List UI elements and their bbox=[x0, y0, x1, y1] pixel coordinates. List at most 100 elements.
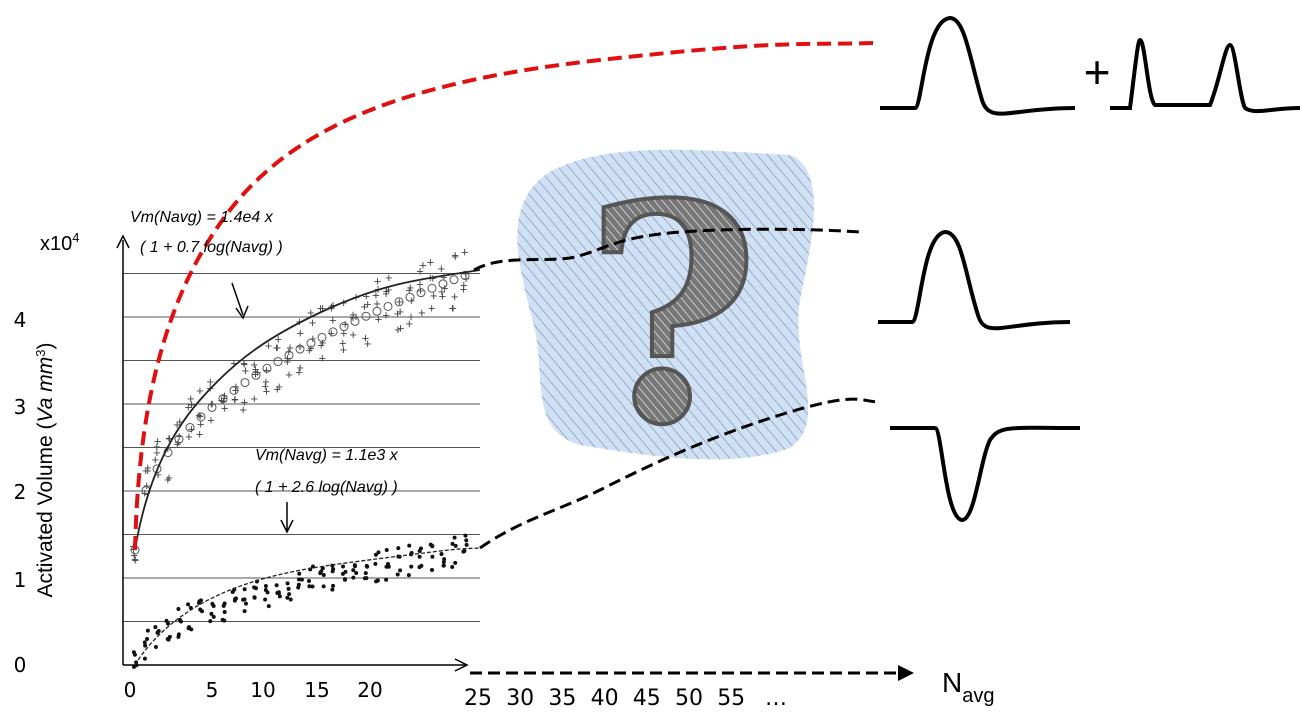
scatter-plus: + bbox=[166, 431, 174, 446]
scatter-dot bbox=[417, 554, 422, 559]
scatter-dot bbox=[221, 603, 226, 608]
scatter-dot bbox=[274, 583, 279, 588]
scatter-dot bbox=[142, 640, 147, 645]
scatter-dot bbox=[153, 625, 158, 630]
scatter-plus: + bbox=[296, 339, 304, 354]
scatter-plus: + bbox=[306, 342, 314, 357]
scatter-plus: + bbox=[153, 439, 161, 454]
scatter-plus: + bbox=[154, 467, 162, 482]
scatter-plus: + bbox=[165, 430, 173, 445]
x-tick-label: 10 bbox=[250, 678, 275, 702]
scatter-dot bbox=[252, 585, 257, 590]
scatter-plus: + bbox=[349, 327, 357, 342]
scatter-plus: + bbox=[385, 270, 393, 285]
scatter-dot bbox=[145, 637, 150, 642]
scatter-plus: + bbox=[296, 326, 304, 341]
scatter-dot bbox=[307, 579, 312, 584]
x-label: Navg bbox=[942, 667, 994, 707]
scatter-plus: + bbox=[284, 354, 292, 369]
scatter-dot bbox=[277, 594, 282, 599]
scatter-mean bbox=[174, 434, 184, 444]
scatter-plus: + bbox=[439, 289, 447, 304]
scatter-dot bbox=[453, 560, 458, 565]
scatter-mean bbox=[317, 332, 327, 342]
scatter-plus: + bbox=[240, 357, 248, 372]
scatter-plus: + bbox=[394, 306, 402, 321]
scatter-plus: + bbox=[406, 280, 414, 295]
scatter-plus: + bbox=[242, 363, 250, 378]
scatter-dot bbox=[365, 564, 370, 569]
x-label-sub: avg bbox=[962, 685, 994, 707]
scatter-plus: + bbox=[341, 316, 349, 331]
scatter-dot bbox=[186, 626, 191, 631]
scatter-mean bbox=[405, 292, 415, 302]
scatter-mean bbox=[251, 370, 261, 380]
y-axis-label: Activated Volume (Va mm3) bbox=[33, 342, 57, 597]
scatter-dot bbox=[242, 597, 247, 602]
scatter-plus: + bbox=[407, 293, 415, 308]
scatter-plus: + bbox=[405, 282, 413, 297]
scatter-plus: + bbox=[142, 463, 150, 478]
scatter-dot bbox=[396, 546, 401, 551]
scatter-plus: + bbox=[361, 299, 369, 314]
scatter-dot bbox=[363, 571, 368, 576]
scatter-plus: + bbox=[449, 300, 457, 315]
scatter-plus: + bbox=[438, 284, 446, 299]
scatter-dot bbox=[307, 584, 312, 589]
scatter-plus: + bbox=[307, 305, 315, 320]
scatter-dot bbox=[178, 619, 183, 624]
scatter-plus: + bbox=[241, 394, 249, 409]
scatter-dot bbox=[164, 618, 169, 623]
scatter-plus: + bbox=[296, 360, 304, 375]
scatter-dot bbox=[200, 609, 205, 614]
scatter-plus: + bbox=[221, 400, 229, 415]
scatter-plus: + bbox=[131, 551, 139, 566]
scatter-dot bbox=[211, 614, 216, 619]
scatter-plus: + bbox=[285, 367, 293, 382]
scatter-dot bbox=[132, 652, 137, 657]
scatter-dot bbox=[208, 619, 213, 624]
x-tick-label: 40 bbox=[591, 686, 619, 711]
scatter-plus: + bbox=[207, 374, 215, 389]
scatter-dot bbox=[211, 604, 216, 609]
scatter-plus: + bbox=[451, 249, 459, 264]
scatter-plus: + bbox=[208, 397, 216, 412]
scatter-plus: + bbox=[419, 257, 427, 272]
scatter-dot bbox=[352, 564, 357, 569]
scatter-dot bbox=[319, 569, 324, 574]
scatter-plus: + bbox=[197, 416, 205, 431]
scatter-plus: + bbox=[394, 322, 402, 337]
scatter-plus: + bbox=[207, 412, 215, 427]
scatter-dot bbox=[176, 632, 181, 637]
scatter-plus: + bbox=[188, 422, 196, 437]
scatter-dot bbox=[222, 609, 227, 614]
scatter-plus: + bbox=[218, 392, 226, 407]
scatter-dot bbox=[321, 572, 326, 577]
scatter-plus: + bbox=[239, 402, 247, 417]
scatter-plus: + bbox=[397, 321, 405, 336]
scatter-plus: + bbox=[340, 325, 348, 340]
scatter-mean bbox=[339, 322, 349, 332]
scatter-plus: + bbox=[221, 388, 229, 403]
scatter-plus: + bbox=[187, 391, 195, 406]
scatter-mean bbox=[350, 316, 360, 326]
scatter-plus: + bbox=[185, 429, 193, 444]
scatter-plus: + bbox=[196, 383, 204, 398]
scatter-plus: + bbox=[130, 547, 138, 562]
scatter-dot bbox=[288, 597, 293, 602]
y-tick-label: 0 bbox=[14, 653, 27, 677]
scatter-dot bbox=[222, 618, 227, 623]
scatter-dot bbox=[263, 587, 268, 592]
x-tick-label: 55 bbox=[717, 686, 745, 711]
scatter-plus: + bbox=[339, 335, 347, 350]
scatter-dot bbox=[462, 549, 467, 554]
scatter-plus: + bbox=[383, 284, 391, 299]
scatter-plus: + bbox=[317, 300, 325, 315]
scatter-plus: + bbox=[265, 338, 273, 353]
scatter-dot bbox=[233, 596, 238, 601]
scatter-mean bbox=[229, 385, 239, 395]
scatter-plus: + bbox=[451, 289, 459, 304]
scatter-dot bbox=[285, 581, 290, 586]
scatter-mean bbox=[416, 288, 426, 298]
scatter-plus: + bbox=[407, 309, 415, 324]
